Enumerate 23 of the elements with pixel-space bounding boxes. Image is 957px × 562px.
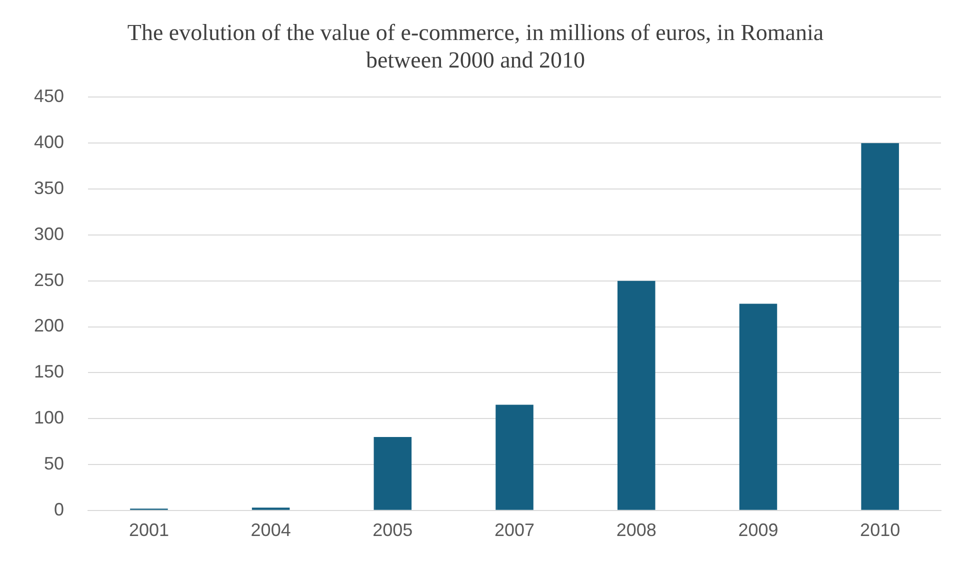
bar xyxy=(617,280,656,510)
x-tick-label: 2007 xyxy=(494,520,535,540)
bar xyxy=(861,143,899,510)
bar xyxy=(374,436,412,510)
x-tick-label: 2008 xyxy=(616,520,656,540)
y-tick-label: 400 xyxy=(34,132,64,152)
y-tick-label: 200 xyxy=(34,316,64,336)
y-tick-label: 0 xyxy=(54,499,64,520)
chart-title: The evolution of the value of e-commerce, in millions of euros, in Romania between 2000 and 2010 xyxy=(127,20,824,72)
y-tick-label: 250 xyxy=(34,270,64,290)
x-tick-label: 2004 xyxy=(250,520,291,540)
y-tick-label: 100 xyxy=(34,408,64,428)
x-tick-label: 2009 xyxy=(738,520,778,540)
y-tick-label: 300 xyxy=(34,224,64,244)
x-tick-label: 2001 xyxy=(128,520,169,540)
y-tick-label: 50 xyxy=(44,453,64,474)
bar xyxy=(739,304,778,510)
y-tick-label: 450 xyxy=(34,86,64,106)
x-tick-label: 2010 xyxy=(860,520,900,540)
x-tick-label: 2005 xyxy=(372,520,413,540)
y-tick-label: 150 xyxy=(34,362,64,382)
y-tick-label: 350 xyxy=(34,178,64,198)
bar xyxy=(496,404,534,510)
